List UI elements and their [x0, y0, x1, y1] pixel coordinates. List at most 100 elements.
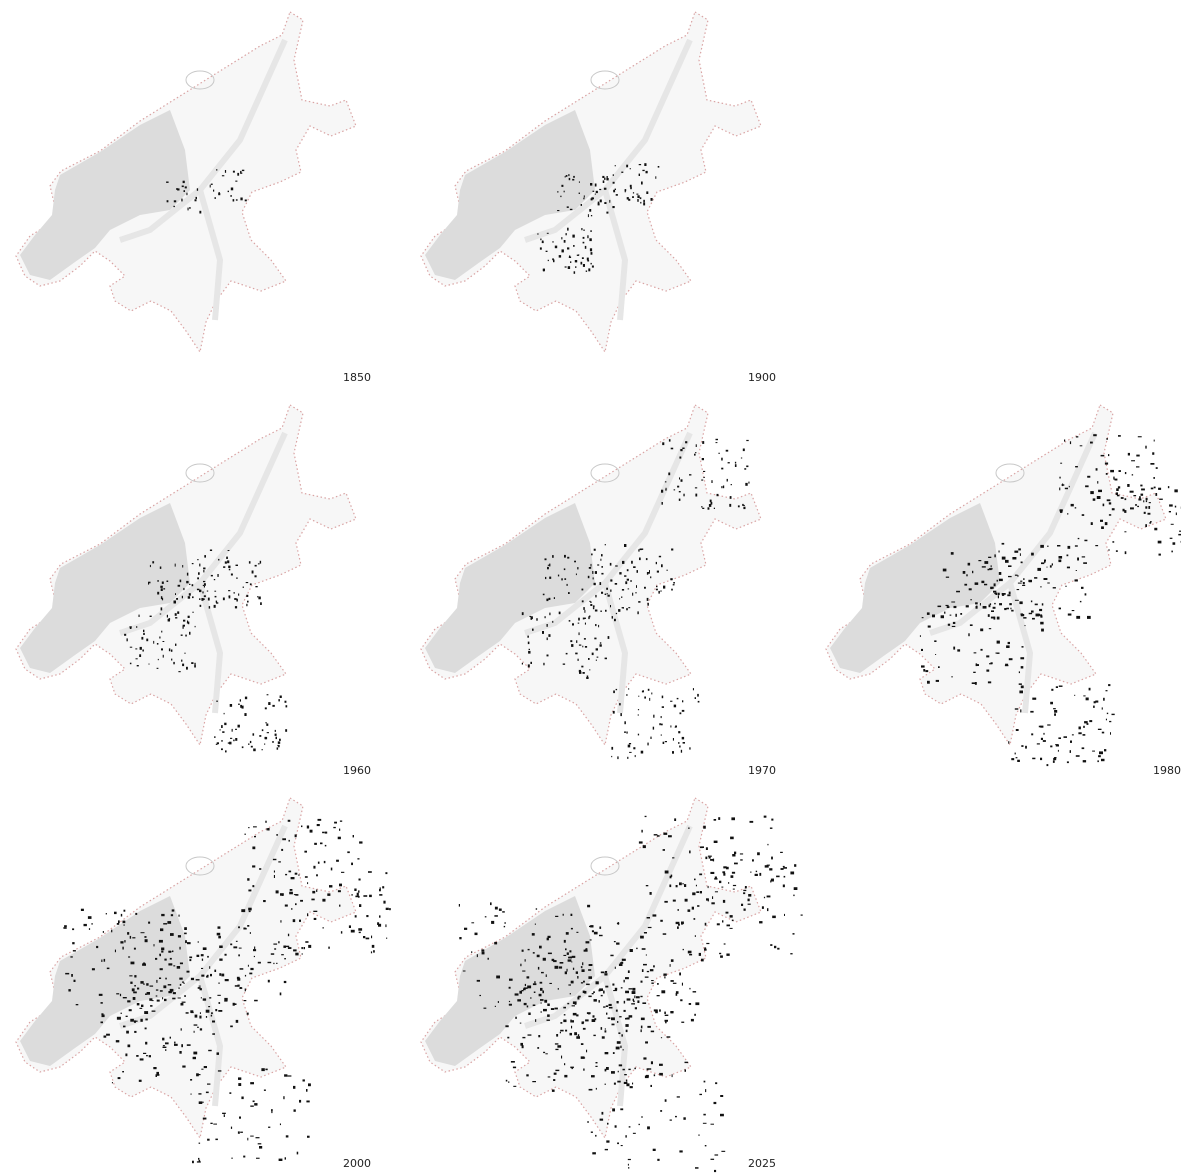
building	[567, 266, 571, 269]
building	[122, 997, 127, 999]
building	[267, 828, 270, 831]
building	[561, 1055, 563, 1059]
building	[633, 747, 636, 750]
building	[600, 558, 602, 561]
building	[241, 1096, 244, 1100]
building	[233, 946, 238, 949]
building	[655, 1010, 658, 1014]
building	[782, 884, 785, 888]
building	[186, 192, 188, 196]
building	[1115, 550, 1118, 552]
building	[289, 889, 293, 891]
building	[1004, 664, 1009, 667]
building	[560, 1022, 563, 1024]
building	[189, 207, 191, 209]
building	[540, 238, 542, 241]
building	[1100, 519, 1103, 522]
building	[705, 856, 708, 860]
building	[940, 615, 944, 619]
building	[567, 247, 570, 250]
building	[237, 1131, 240, 1134]
building	[588, 1088, 593, 1091]
building	[1022, 584, 1026, 586]
building	[1157, 540, 1162, 544]
building	[642, 845, 646, 849]
building	[1071, 610, 1075, 612]
building	[695, 1167, 699, 1169]
building	[535, 1019, 537, 1022]
building	[249, 932, 251, 934]
building	[596, 656, 599, 658]
building	[1153, 439, 1155, 442]
building	[179, 946, 181, 950]
building	[250, 1135, 254, 1137]
building	[216, 742, 219, 745]
building	[563, 1019, 567, 1023]
building	[1020, 613, 1024, 616]
building	[265, 1068, 268, 1071]
building	[677, 926, 679, 929]
building	[590, 601, 592, 603]
building	[1105, 718, 1107, 721]
building	[1075, 755, 1080, 757]
building	[649, 969, 654, 972]
building	[601, 591, 604, 594]
building	[358, 890, 360, 893]
building	[526, 1005, 529, 1008]
building	[1174, 505, 1177, 508]
building	[235, 728, 237, 730]
building	[198, 1101, 203, 1104]
building	[570, 1019, 572, 1023]
building	[585, 941, 590, 944]
building	[549, 982, 552, 984]
building	[706, 942, 710, 945]
building	[1137, 505, 1139, 508]
building	[722, 899, 726, 903]
building	[1060, 511, 1063, 513]
building	[641, 181, 643, 185]
building	[613, 189, 616, 193]
building	[1020, 561, 1023, 564]
building	[162, 641, 165, 642]
building	[197, 577, 199, 580]
building	[626, 1017, 630, 1020]
building	[64, 925, 67, 927]
building	[647, 602, 649, 606]
building	[1154, 527, 1158, 531]
building	[230, 195, 232, 197]
building	[1020, 666, 1024, 669]
building	[659, 723, 661, 726]
building	[725, 449, 729, 452]
building	[974, 582, 979, 585]
building	[158, 939, 163, 943]
building	[247, 1137, 249, 1141]
building	[581, 1021, 584, 1025]
building	[573, 175, 575, 178]
building	[176, 966, 181, 969]
building	[619, 1016, 622, 1018]
building	[722, 920, 724, 923]
building	[279, 738, 281, 741]
building	[169, 957, 172, 960]
building	[100, 1021, 103, 1024]
building	[561, 249, 564, 253]
building	[697, 905, 700, 907]
building	[509, 978, 513, 981]
building	[581, 588, 584, 591]
building	[198, 1142, 201, 1144]
building	[129, 935, 132, 939]
building	[519, 990, 522, 994]
building	[695, 1002, 700, 1006]
building	[123, 909, 126, 912]
building	[162, 1037, 165, 1041]
building	[632, 1082, 634, 1085]
building	[140, 932, 145, 934]
building	[526, 976, 530, 979]
building	[679, 712, 682, 715]
building	[1043, 732, 1045, 735]
building	[934, 640, 937, 642]
building	[281, 848, 284, 851]
building	[637, 714, 639, 716]
building	[615, 612, 618, 615]
building	[562, 663, 566, 665]
